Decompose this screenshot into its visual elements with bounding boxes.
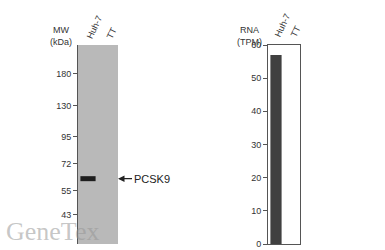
- svg-text:GeneTex: GeneTex: [6, 217, 99, 246]
- svg-text:50: 50: [251, 73, 261, 83]
- svg-text:Huh-7: Huh-7: [85, 14, 104, 40]
- svg-text:TT: TT: [289, 24, 303, 39]
- svg-text:Huh-7: Huh-7: [273, 12, 292, 38]
- svg-text:30: 30: [251, 140, 261, 150]
- svg-text:10: 10: [251, 206, 261, 216]
- svg-text:20: 20: [251, 173, 261, 183]
- svg-text:40: 40: [251, 106, 261, 116]
- svg-text:43: 43: [61, 210, 71, 220]
- svg-text:55: 55: [61, 186, 71, 196]
- svg-text:72: 72: [61, 159, 71, 169]
- svg-text:PCSK9: PCSK9: [134, 173, 170, 185]
- svg-text:130: 130: [56, 101, 71, 111]
- svg-text:RNA(TPM): RNA(TPM): [237, 25, 262, 47]
- svg-text:180: 180: [56, 69, 71, 79]
- svg-text:TT: TT: [105, 26, 119, 41]
- svg-text:MW(kDa): MW(kDa): [50, 25, 72, 47]
- svg-text:0: 0: [256, 239, 261, 249]
- svg-text:60: 60: [251, 40, 261, 50]
- svg-text:95: 95: [61, 132, 71, 142]
